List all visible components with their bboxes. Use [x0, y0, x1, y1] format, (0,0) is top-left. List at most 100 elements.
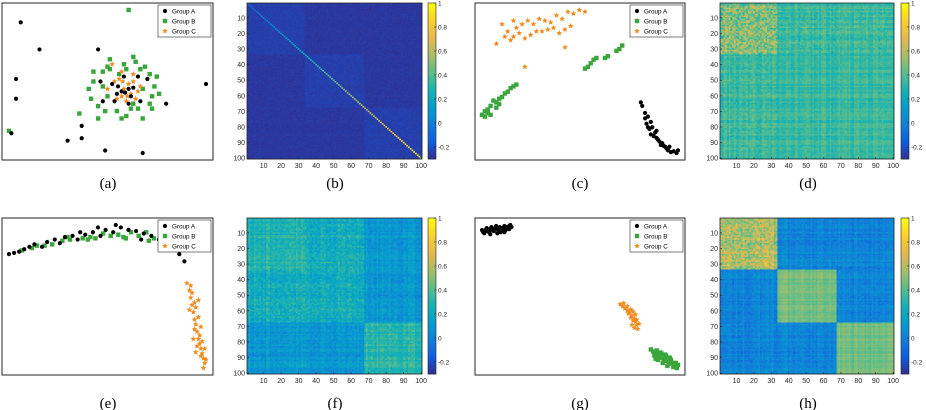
data-point-group-c	[135, 88, 141, 94]
heatmap-cell	[275, 4, 278, 7]
heatmap-cell	[357, 15, 360, 18]
heatmap-cell	[311, 6, 314, 9]
heatmap-cell	[296, 26, 299, 29]
heatmap-cell	[381, 4, 384, 7]
heatmap-cell	[376, 15, 379, 18]
heatmap-cell	[262, 10, 265, 13]
heatmap-cell	[308, 15, 311, 18]
heatmap-cell	[332, 23, 335, 26]
heatmap-cell	[395, 24, 398, 27]
heatmap-cell	[388, 6, 391, 9]
heatmap-cell	[336, 20, 339, 23]
heatmap-cell	[255, 15, 258, 18]
heatmap-cell	[380, 29, 383, 32]
heatmap-cell	[339, 7, 342, 10]
heatmap-cell	[296, 12, 299, 15]
heatmap-cell	[336, 27, 339, 30]
heatmap-cell	[360, 3, 363, 5]
data-point-group-c	[130, 71, 137, 77]
heatmap-cell	[276, 15, 279, 18]
heatmap-cell	[315, 20, 318, 23]
heatmap-cell	[315, 13, 318, 16]
heatmap-cell	[317, 26, 320, 29]
heatmap-cell	[395, 10, 398, 13]
heatmap-cell	[376, 6, 379, 9]
heatmap-cell	[388, 26, 391, 29]
heatmap-cell	[367, 15, 370, 18]
data-point-group-a	[135, 74, 141, 79]
data-point-group-c	[118, 93, 125, 99]
heatmap-cell	[310, 18, 313, 21]
heatmap-cell	[418, 17, 421, 19]
heatmap-cell	[353, 4, 356, 7]
heatmap-cell	[310, 6, 313, 9]
heatmap-cell	[292, 12, 295, 15]
heatmap-cell	[306, 15, 309, 18]
heatmap-cell	[304, 12, 307, 15]
heatmap-cell	[399, 27, 402, 30]
heatmap-cell	[392, 10, 395, 13]
heatmap-cell	[329, 17, 332, 19]
heatmap-cell	[262, 9, 265, 12]
heatmap-cell	[418, 29, 421, 32]
heatmap-cell	[329, 24, 332, 27]
heatmap-cell	[402, 27, 405, 30]
heatmap-cell	[303, 26, 306, 29]
heatmap-cell	[278, 17, 281, 19]
heatmap-cell	[394, 6, 397, 9]
heatmap-cell	[271, 13, 274, 16]
heatmap-cell	[308, 3, 311, 5]
heatmap-cell	[306, 3, 309, 5]
heatmap-cell	[327, 6, 330, 9]
heatmap-cell	[369, 20, 372, 23]
heatmap-cell	[290, 24, 293, 27]
heatmap-cell	[404, 24, 407, 27]
heatmap-cell	[325, 21, 328, 24]
heatmap-cell	[282, 23, 285, 26]
heatmap-cell	[282, 18, 285, 21]
heatmap-cell	[397, 23, 400, 26]
heatmap-cell	[294, 6, 297, 9]
heatmap-cell	[289, 3, 292, 5]
heatmap-cell	[262, 24, 265, 27]
heatmap-cell	[257, 7, 260, 10]
heatmap-cell	[373, 27, 376, 30]
heatmap-cell	[411, 10, 414, 13]
data-point-group-a	[126, 101, 131, 106]
heatmap-cell	[420, 12, 423, 15]
heatmap-cell	[269, 26, 272, 29]
heatmap-cell	[268, 10, 271, 13]
heatmap-cell	[369, 13, 372, 16]
heatmap-cell	[332, 13, 335, 16]
heatmap-cell	[313, 15, 316, 18]
heatmap-cell	[318, 20, 321, 23]
heatmap-cell	[392, 3, 395, 5]
heatmap-cell	[401, 13, 404, 16]
heatmap-cell	[248, 21, 251, 24]
heatmap-cell	[359, 4, 362, 7]
heatmap-cell	[287, 7, 290, 10]
heatmap-cell	[268, 31, 271, 33]
heatmap-cell	[287, 4, 290, 7]
heatmap-cell	[332, 26, 335, 29]
heatmap-cell	[371, 18, 374, 21]
heatmap-cell	[367, 23, 370, 26]
heatmap-cell	[339, 15, 342, 18]
data-point-group-b	[149, 94, 155, 99]
heatmap-cell	[287, 21, 290, 24]
heatmap-cell	[318, 29, 321, 32]
heatmap-cell	[336, 21, 339, 24]
heatmap-cell	[401, 21, 404, 24]
heatmap-cell	[276, 9, 279, 12]
data-point-group-b	[133, 59, 138, 64]
heatmap-cell	[257, 17, 260, 19]
heatmap-cell	[401, 27, 404, 30]
data-point-group-b	[138, 66, 143, 72]
data-point-group-b	[152, 84, 157, 89]
heatmap-cell	[280, 12, 283, 15]
heatmap-cell	[338, 12, 341, 15]
heatmap-cell	[334, 20, 337, 23]
heatmap-cell	[264, 13, 267, 16]
heatmap-cell	[387, 13, 390, 16]
heatmap-cell	[289, 29, 292, 32]
